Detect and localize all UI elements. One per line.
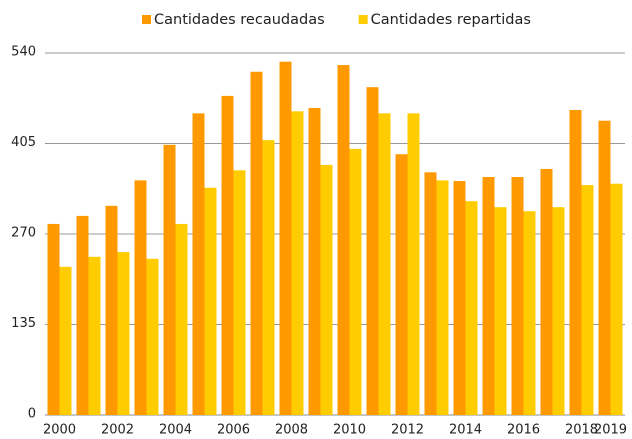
bar (436, 180, 449, 415)
bar (424, 172, 437, 415)
bar (337, 65, 350, 416)
x-tick-label: 2002 (101, 423, 134, 436)
x-tick-label: 2004 (159, 423, 192, 436)
x-tick-label: 2000 (43, 423, 76, 436)
bar (146, 258, 159, 415)
bar (453, 181, 466, 415)
legend: Cantidades recaudadas Cantidades repartid… (142, 12, 531, 28)
legend-swatch (358, 15, 368, 24)
bar (59, 266, 72, 415)
x-tick-label: 2019 (594, 423, 627, 436)
bar (134, 180, 147, 415)
x-tick-label: 2014 (449, 423, 482, 436)
legend-label: Cantidades recaudadas (154, 12, 325, 28)
bar (395, 154, 408, 415)
bar (105, 205, 118, 415)
y-tick-label: 135 (11, 316, 36, 331)
bar (163, 144, 176, 415)
bar (610, 183, 623, 415)
bar (465, 201, 478, 415)
bar (221, 95, 234, 416)
x-tick-label: 2006 (217, 423, 250, 436)
x-tick-label: 2010 (333, 423, 366, 436)
bar (569, 109, 582, 416)
bar (320, 164, 333, 415)
bar (523, 211, 536, 415)
x-tick-label: 2012 (391, 423, 424, 436)
bar (47, 223, 60, 415)
bar (192, 113, 205, 415)
y-tick-label: 405 (11, 135, 36, 150)
bar (581, 185, 594, 415)
bar (262, 140, 275, 416)
legend-swatch (142, 15, 151, 24)
bar (540, 168, 553, 415)
bar (366, 87, 379, 415)
x-tick-label: 2016 (507, 423, 540, 436)
y-tick-label: 0 (28, 407, 36, 422)
bar (250, 71, 263, 415)
bar (117, 252, 130, 415)
bar (349, 148, 362, 415)
x-tick-label: 2008 (275, 423, 308, 436)
bar (482, 177, 495, 415)
bar (291, 111, 304, 416)
bar (494, 207, 507, 415)
bar (378, 113, 391, 415)
bar (233, 170, 246, 415)
bar (175, 223, 188, 415)
y-tick-label: 540 (11, 45, 36, 60)
bar (76, 215, 89, 415)
x-tick-label: 2018 (565, 423, 598, 436)
legend-label: Cantidades repartidas (371, 12, 531, 28)
bar (308, 107, 321, 415)
bar (407, 113, 420, 415)
bar (204, 187, 217, 415)
y-tick-label: 270 (11, 226, 36, 241)
bar (511, 177, 524, 415)
bar (279, 61, 292, 415)
bar (88, 256, 101, 415)
bar (552, 207, 565, 415)
bar (598, 120, 611, 416)
